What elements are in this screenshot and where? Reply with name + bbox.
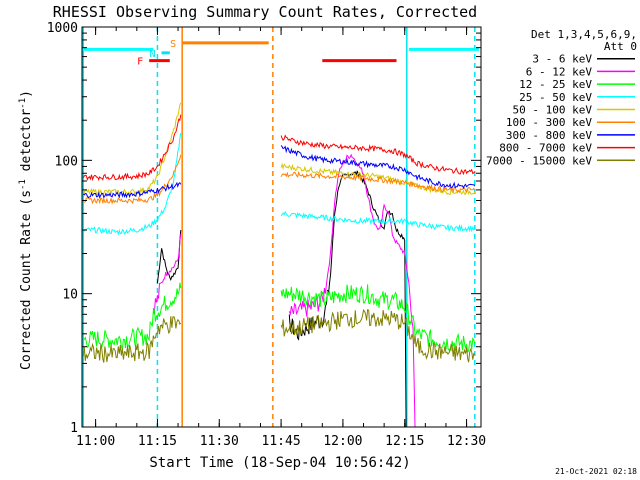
- series-3-6-kev: [156, 170, 407, 428]
- generation-timestamp: 21-Oct-2021 02:18: [555, 467, 637, 476]
- y-axis-label-mid: detector: [19, 109, 34, 180]
- legend-label: 50 - 100 keV: [513, 104, 593, 117]
- series-6-12-kev: [152, 153, 416, 428]
- series-line: [280, 170, 476, 194]
- y-axis-label-sup1: -1: [18, 179, 28, 190]
- series-line: [82, 133, 182, 236]
- legend-label: 300 - 800 keV: [506, 129, 592, 142]
- series-50-100-kev: [82, 102, 476, 196]
- x-tick-label: 11:30: [200, 434, 239, 449]
- legend-label: 100 - 300 keV: [506, 116, 592, 129]
- series-line: [280, 145, 476, 190]
- legend-label: 6 - 12 keV: [526, 65, 593, 78]
- legend-label: 12 - 25 keV: [519, 78, 592, 91]
- legend-header-detectors: Det 1,3,4,5,6,9,: [531, 28, 637, 41]
- x-tick-label: 11:45: [262, 434, 301, 449]
- legend-label: 25 - 50 keV: [519, 91, 592, 104]
- series-line: [82, 316, 182, 363]
- x-tick-label: 12:00: [323, 434, 362, 449]
- series-line: [288, 153, 416, 428]
- y-axis-label-main: Corrected Count Rate (s: [19, 190, 34, 370]
- y-tick-label: 1000: [47, 21, 78, 36]
- legend-header-attenuator: Att 0: [604, 40, 637, 53]
- y-axis-label-end: ): [19, 90, 34, 98]
- legend-label: 3 - 6 keV: [532, 53, 592, 66]
- series-line: [82, 102, 182, 196]
- y-tick-label: 10: [62, 288, 78, 303]
- plot-frame: [81, 26, 482, 428]
- x-axis-label: Start Time (18-Sep-04 10:56:42): [149, 455, 410, 471]
- flag-label-N: N: [150, 49, 156, 60]
- legend-label: 7000 - 15000 keV: [486, 154, 592, 167]
- y-tick-label: 100: [55, 154, 78, 169]
- series-line: [280, 308, 476, 363]
- series-300-800-kev: [82, 145, 476, 199]
- series-line: [280, 134, 476, 176]
- x-tick-label: 11:15: [138, 434, 177, 449]
- series-800-7000-kev: [82, 114, 476, 182]
- series-100-300-kev: [83, 154, 476, 206]
- y-tick-label: 1: [70, 421, 78, 436]
- series-line: [152, 233, 182, 315]
- series-25-50-kev: [82, 133, 476, 236]
- flag-label-F: F: [137, 57, 143, 68]
- series-line: [280, 162, 476, 196]
- series-line: [82, 181, 182, 199]
- series-12-25-kev: [83, 282, 476, 354]
- x-tick-label: 12:15: [385, 434, 424, 449]
- flag-label-S: S: [170, 39, 176, 50]
- chart-title: RHESSI Observing Summary Count Rates, Co…: [53, 3, 477, 21]
- series-line: [288, 170, 407, 428]
- series-line: [156, 230, 182, 284]
- series-line: [82, 114, 182, 182]
- series-line: [83, 154, 182, 206]
- x-tick-label: 11:00: [76, 434, 115, 449]
- y-axis-label-sup2: -1: [18, 98, 28, 109]
- x-tick-label: 12:30: [447, 434, 486, 449]
- series-line: [280, 210, 476, 233]
- series-line: [83, 282, 182, 350]
- legend-label: 800 - 7000 keV: [499, 142, 592, 155]
- series-line: [280, 284, 476, 354]
- series-7000-15000-kev: [82, 308, 476, 363]
- y-axis-label: Corrected Count Rate (s-1 detector-1): [18, 90, 34, 370]
